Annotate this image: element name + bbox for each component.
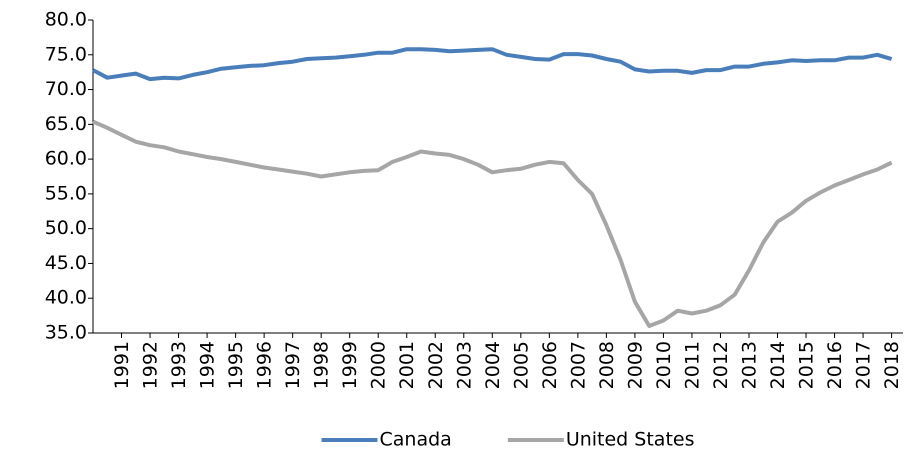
x-tick-label: 2004 — [482, 341, 504, 389]
y-tick-label: 40.0 — [45, 287, 87, 309]
x-tick-label: 1992 — [140, 341, 162, 389]
series-line — [92, 119, 893, 328]
legend-label: Canada — [380, 429, 452, 451]
legend-label: United States — [566, 429, 695, 451]
x-tick-label: 2002 — [425, 341, 447, 389]
x-tick-label: 2005 — [510, 341, 532, 389]
y-tick-label: 75.0 — [45, 43, 87, 65]
x-tick-label: 2008 — [596, 341, 618, 389]
x-tick-label: 2006 — [539, 341, 561, 389]
y-tick-label: 60.0 — [45, 148, 87, 170]
x-tick-label: 2014 — [767, 341, 789, 389]
x-tick-label: 1999 — [339, 341, 361, 389]
x-tick-label: 2007 — [567, 341, 589, 389]
x-tick-label: 2000 — [368, 341, 390, 389]
x-tick-label: 2001 — [396, 341, 418, 389]
series-line — [92, 47, 893, 82]
x-tick-label: 1991 — [111, 341, 133, 389]
x-tick-label: 2011 — [681, 341, 703, 389]
y-tick-label: 70.0 — [45, 78, 87, 100]
y-tick-label: 65.0 — [45, 113, 87, 135]
x-tick-label: 2013 — [738, 341, 760, 389]
x-tick-label: 1996 — [254, 341, 276, 389]
x-tick-label: 1994 — [197, 341, 219, 389]
x-tick-label: 1995 — [225, 341, 247, 389]
x-tick-label: 2009 — [624, 341, 646, 389]
legend: Canada United States — [321, 429, 695, 451]
y-tick-label: 55.0 — [45, 182, 87, 204]
y-tick-label: 80.0 — [45, 9, 87, 31]
x-tick-label: 2010 — [653, 341, 675, 389]
x-tick-label: 2018 — [881, 341, 903, 389]
x-tick-label: 2003 — [453, 341, 475, 389]
x-tick-label: 1997 — [282, 341, 304, 389]
x-tick-label: 2016 — [824, 341, 846, 389]
x-tick-label: 1993 — [168, 341, 190, 389]
y-tick-label: 45.0 — [45, 252, 87, 274]
x-tick-label: 2015 — [796, 341, 818, 389]
x-tick-label: 2017 — [853, 341, 875, 389]
x-tick-label: 2012 — [710, 341, 732, 389]
y-tick-label: 35.0 — [45, 322, 87, 344]
x-tick-label: 1998 — [311, 341, 333, 389]
y-tick-label: 50.0 — [45, 217, 87, 239]
